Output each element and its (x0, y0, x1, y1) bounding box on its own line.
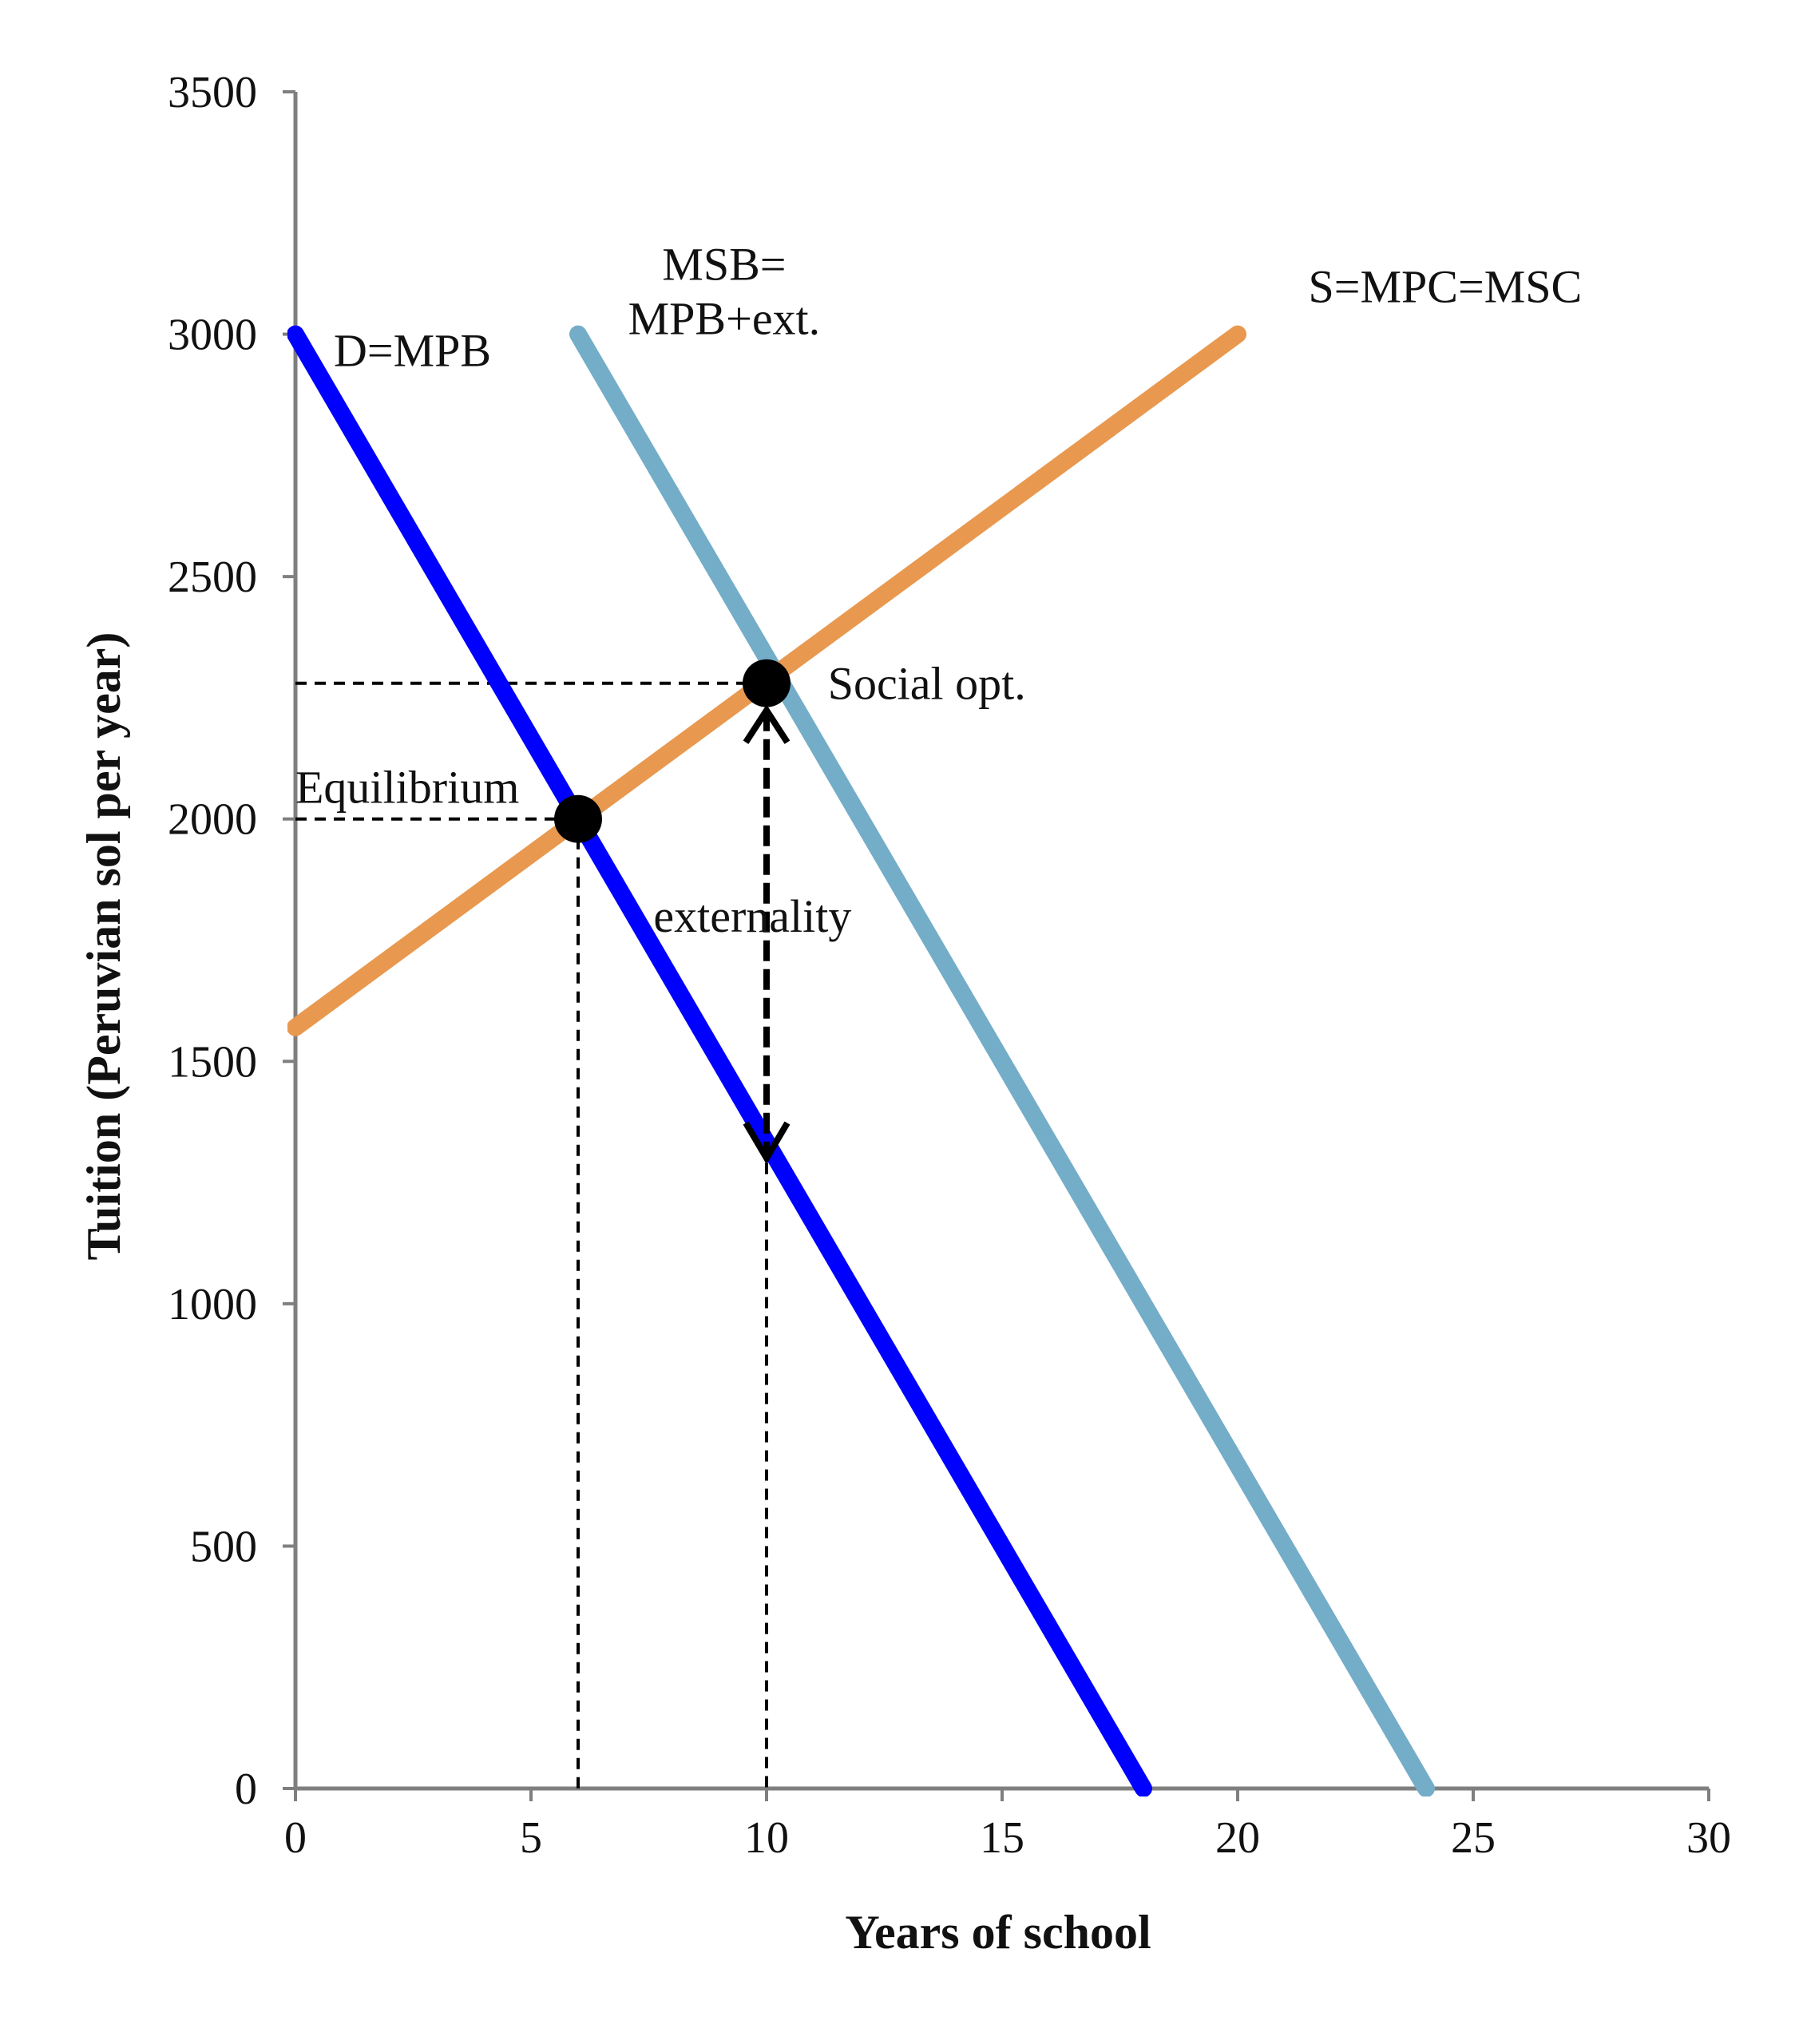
y-tick-label: 2000 (168, 795, 257, 845)
series-line-msb-mpb-ext (569, 325, 1435, 1796)
y-tick-label: 500 (190, 1522, 257, 1571)
y-tick-label: 3000 (168, 311, 257, 360)
x-tick-label: 10 (744, 1813, 789, 1863)
x-tick-label: 25 (1451, 1813, 1496, 1863)
x-tick-label: 20 (1215, 1813, 1260, 1863)
series-line-d-mpb (287, 325, 1152, 1796)
series-lines (287, 325, 1435, 1796)
marker-social-opt (743, 659, 791, 707)
y-tick-label: 0 (235, 1765, 257, 1814)
x-axis-title: Years of school (845, 1906, 1151, 1959)
x-tick-label: 0 (284, 1813, 307, 1863)
label-social-opt: Social opt. (828, 658, 1026, 710)
externality-arrowhead-up (743, 704, 791, 744)
label-externality: externality (653, 890, 851, 942)
label-equilibrium: Equilibrium (295, 762, 519, 814)
label-msb: MSB= MPB+ext. (628, 239, 821, 345)
externality-arrowhead-down (743, 1121, 791, 1165)
y-axis-title: Tuition (Peruvian sol per year) (77, 632, 130, 1261)
x-tick-label: 15 (980, 1813, 1024, 1863)
annotations: D=MPB MSB= MPB+ext. S=MPC=MSC Equilibrium Soc… (295, 239, 1583, 1165)
y-tick-label: 3500 (168, 68, 257, 117)
axes: 0 5 10 15 20 25 30 0 500 1000 1500 2000 2500 3000 3500 (168, 68, 1731, 1863)
guide-lines (295, 681, 768, 1788)
x-tick-label: 30 (1686, 1813, 1731, 1863)
x-tick-label: 5 (520, 1813, 542, 1863)
y-tick-label: 1500 (168, 1037, 257, 1087)
marker-equilibrium (554, 794, 602, 843)
markers (554, 659, 791, 843)
y-tick-label: 2500 (168, 553, 257, 602)
label-d-mpb: D=MPB (334, 325, 491, 377)
y-tick-label: 1000 (168, 1280, 257, 1329)
label-s-mpc-msc: S=MPC=MSC (1309, 261, 1583, 313)
